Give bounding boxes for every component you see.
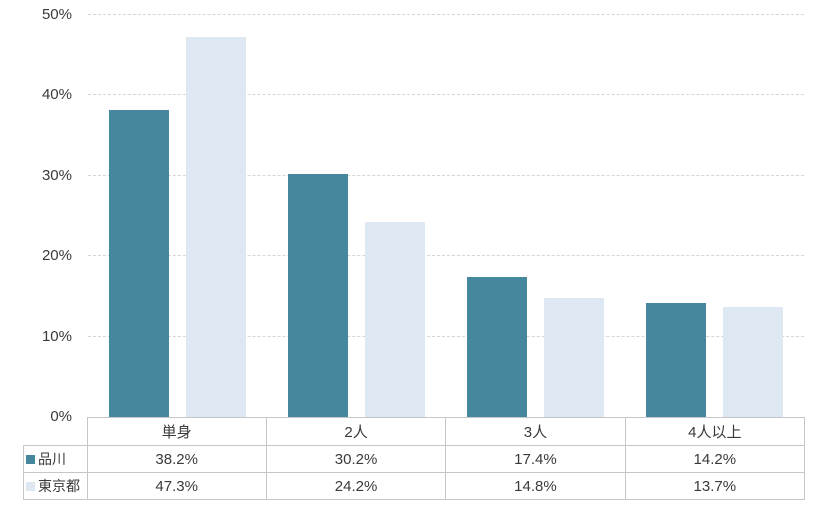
table-header-cell: 2人: [265, 417, 447, 446]
legend-swatch-icon: [26, 482, 35, 491]
y-axis-tick-label: 10%: [41, 327, 72, 345]
y-axis: 0% 10% 20% 30% 40% 50%: [0, 6, 76, 425]
bar-series-1-cat-2: [544, 298, 604, 417]
gridline: [88, 335, 804, 337]
bar-series-0-cat-3: [646, 302, 706, 417]
y-axis-tick-label: 40%: [41, 86, 72, 104]
table-value-cell: 14.2%: [624, 445, 806, 473]
table-value-cell: 24.2%: [265, 472, 447, 500]
bar-group: [88, 15, 267, 417]
legend-swatch-icon: [26, 455, 35, 464]
legend-label: 東京都: [38, 478, 80, 494]
legend-cell: 品川: [23, 445, 88, 473]
legend-label: 品川: [38, 451, 66, 467]
table-header-cell: 単身: [86, 417, 267, 446]
bar-series-0-cat-1: [288, 174, 348, 417]
table-value-cell: 14.8%: [445, 472, 626, 500]
gridline: [88, 94, 804, 96]
bar-series-1-cat-3: [723, 306, 783, 417]
table-header-row: 単身 2人 3人 4人以上: [24, 417, 806, 446]
table-value-cell: 17.4%: [445, 445, 626, 473]
table-value-cell: 38.2%: [86, 445, 267, 473]
table-value-cell: 47.3%: [86, 472, 267, 500]
gridline: [88, 14, 804, 15]
y-axis-tick-label: 20%: [41, 247, 72, 265]
gridline: [88, 255, 804, 257]
y-axis-tick-label: 30%: [41, 166, 72, 184]
table-value-cell: 13.7%: [624, 472, 806, 500]
y-axis-tick-label: 0%: [50, 408, 72, 425]
table-series-row: 東京都 47.3% 24.2% 14.8% 13.7%: [23, 472, 806, 500]
table-series-row: 品川 38.2% 30.2% 17.4% 14.2%: [23, 445, 806, 473]
table-header-cell: 4人以上: [624, 417, 806, 446]
bar-group: [625, 15, 804, 417]
legend-cell: 東京都: [23, 472, 88, 500]
bar-group: [267, 15, 446, 417]
gridline: [88, 174, 804, 176]
y-axis-tick-label: 50%: [41, 6, 72, 23]
bar-series-1-cat-1: [365, 222, 425, 417]
bar-series-1-cat-0: [186, 36, 246, 417]
table-header-cell: 3人: [445, 417, 626, 446]
plot-area: [88, 14, 804, 417]
table-corner-cell: [24, 418, 88, 446]
bars-layer: [88, 15, 804, 417]
bar-series-0-cat-2: [467, 277, 527, 417]
bar-group: [446, 15, 625, 417]
table-value-cell: 30.2%: [265, 445, 447, 473]
data-table: 単身 2人 3人 4人以上品川 38.2% 30.2% 17.4% 14.2% 東京都 47.3%…: [23, 417, 806, 500]
bar-series-0-cat-0: [109, 109, 169, 417]
